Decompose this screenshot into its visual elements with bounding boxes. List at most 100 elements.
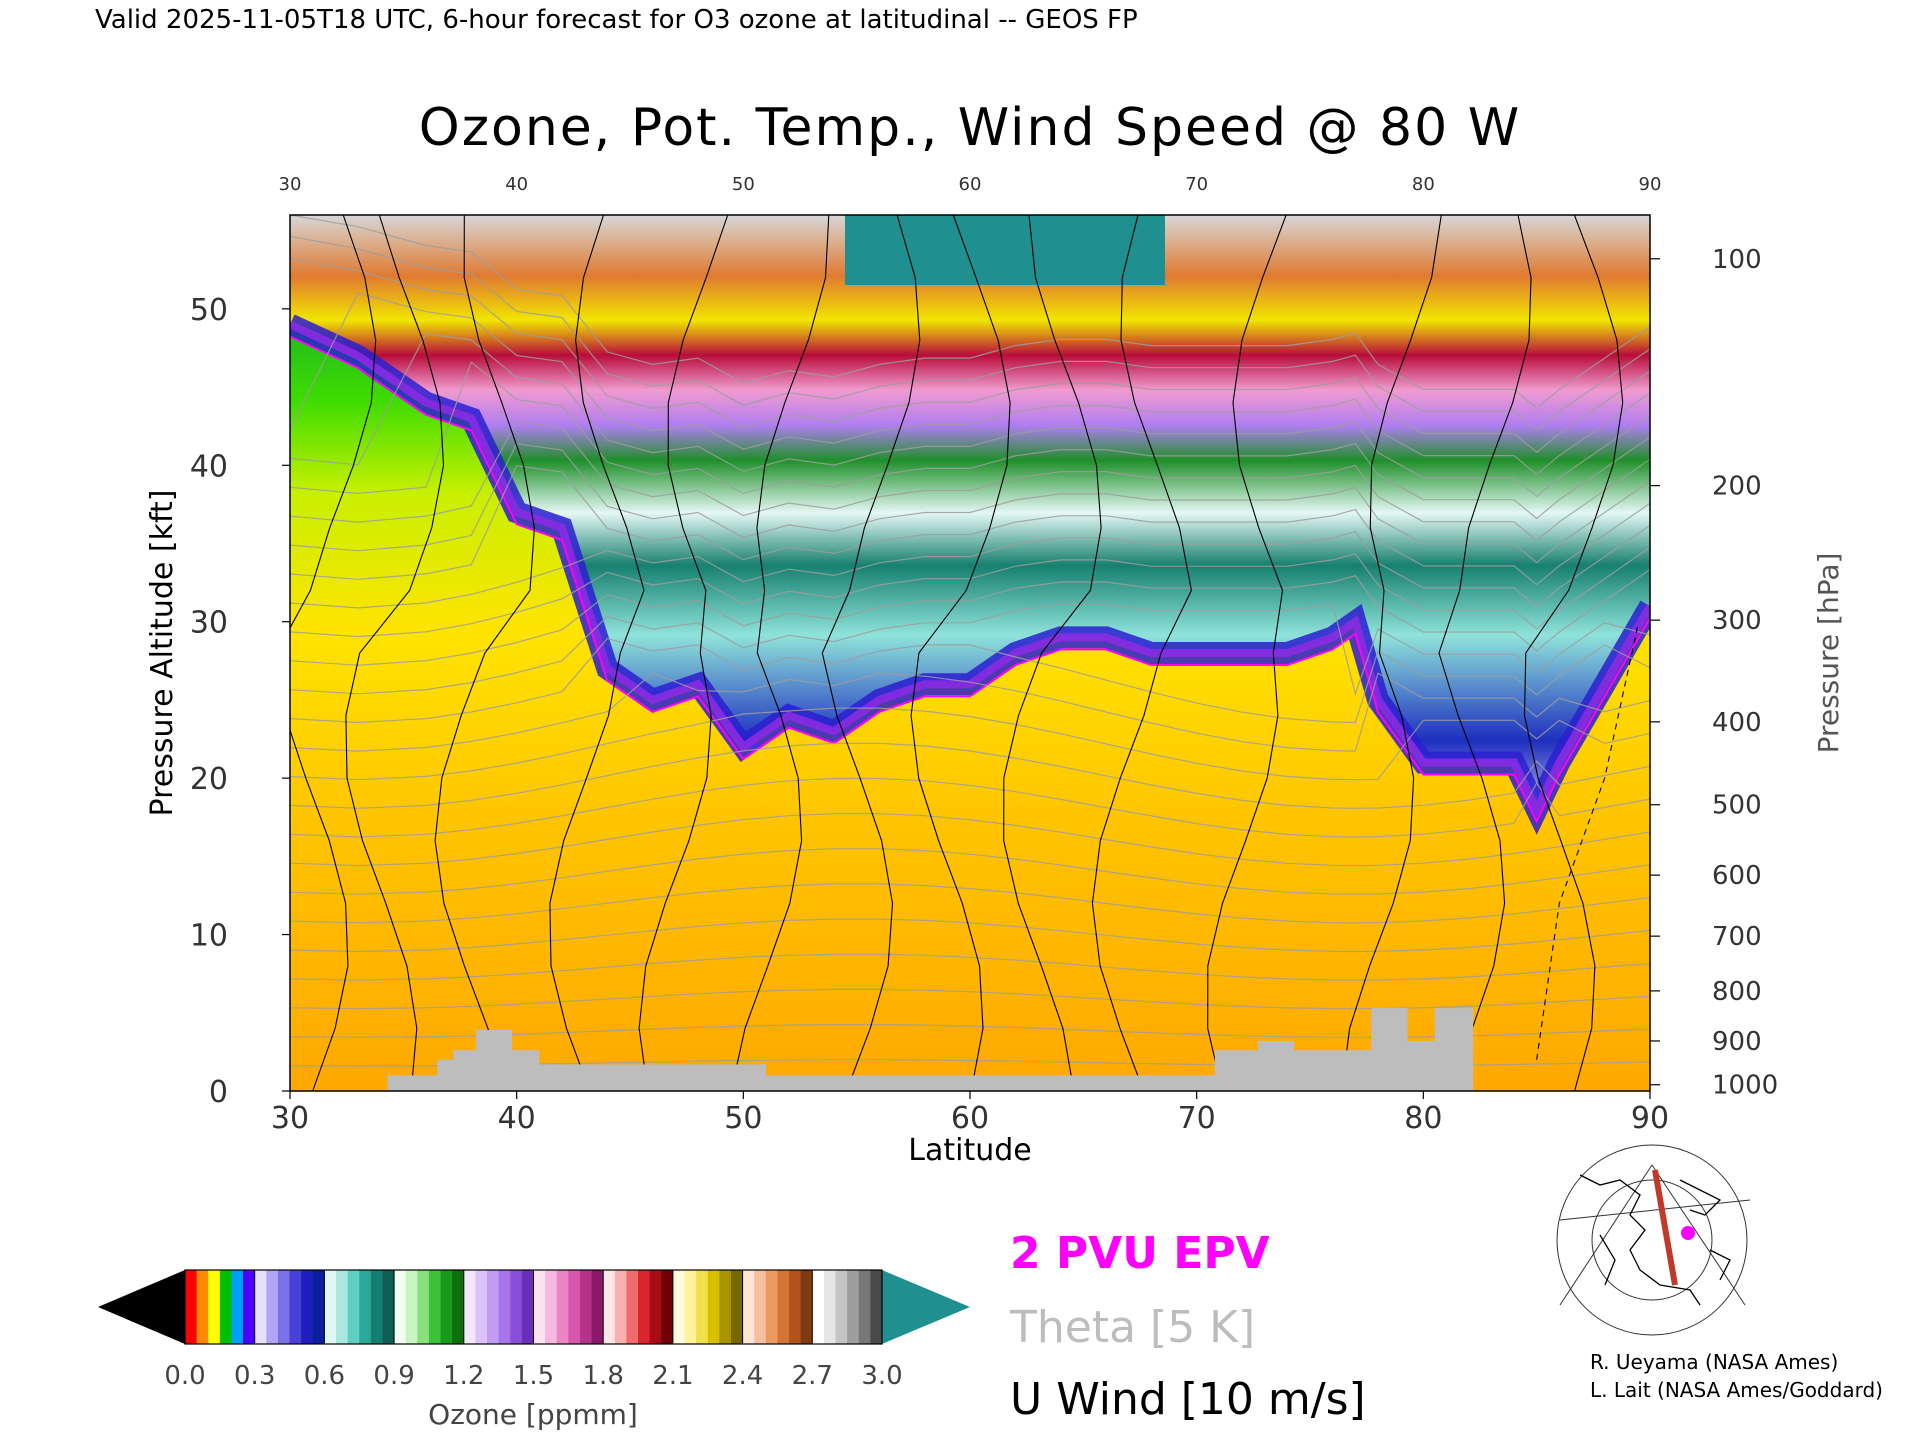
wind-contour-line xyxy=(1438,215,1532,1091)
map-latitude-circle-inner xyxy=(1591,1179,1713,1301)
theta-contour-line xyxy=(290,465,1650,586)
x-top-tick-label: 80 xyxy=(1412,174,1435,195)
x-tick-label: 40 xyxy=(498,1101,536,1136)
colorbar-frame xyxy=(184,1269,883,1345)
colorbar-swatch xyxy=(417,1270,430,1344)
colorbar-swatch xyxy=(336,1270,349,1344)
negative-wind-contour xyxy=(1536,621,1640,1060)
colorbar-tick-label: 2.4 xyxy=(722,1361,763,1391)
colorbar-swatch xyxy=(324,1270,337,1344)
x-tick-label: 70 xyxy=(1178,1101,1216,1136)
wind-contour-line xyxy=(1207,215,1287,1091)
colorbar-swatch xyxy=(487,1270,500,1344)
colorbar-swatch xyxy=(754,1270,767,1344)
colorbar-swatch xyxy=(812,1270,825,1344)
theta-contour-line xyxy=(290,953,1650,981)
wind-contour-line xyxy=(434,215,535,1091)
cross-section-marker xyxy=(1681,1226,1695,1240)
x-axis-label: Latitude xyxy=(908,1133,1031,1168)
legend-wind: U Wind [10 m/s] xyxy=(1010,1374,1366,1425)
colorbar-ticks: 0.0 0.3 0.6 0.9 1.2 1.5 1.8 2.1 2.4 2.7 3.0 xyxy=(164,1361,902,1391)
plot-area xyxy=(290,215,1650,1091)
theta-contour-line xyxy=(290,443,1650,564)
map-coastline xyxy=(1579,1174,1731,1306)
x-top-tick-label: 30 xyxy=(279,174,302,195)
y-axis-left: 0 10 20 30 40 50 xyxy=(190,293,290,1110)
y-axis-right: 100 200 300 400 500 600 700 800 900 1000 xyxy=(1650,245,1778,1101)
surface-terrain xyxy=(290,1008,1650,1091)
colorbar-tick-label: 0.6 xyxy=(304,1361,345,1391)
theta-contour-line xyxy=(290,813,1650,867)
x-top-tick-label: 60 xyxy=(959,174,982,195)
colorbar-swatch xyxy=(301,1270,314,1344)
colorbar-swatch xyxy=(498,1270,511,1344)
colorbar-swatch xyxy=(266,1270,279,1344)
tropopause-band-violet xyxy=(290,320,1650,819)
colorbar-swatch xyxy=(196,1270,209,1344)
colorbar-swatch xyxy=(428,1270,442,1344)
colorbar-swatch xyxy=(510,1270,523,1344)
colorbar-swatch xyxy=(440,1270,453,1344)
x-axis-bottom: 30 40 50 60 70 80 90 xyxy=(271,1091,1669,1136)
pressure-tick-label: 1000 xyxy=(1712,1071,1778,1101)
chart-title: Ozone, Pot. Temp., Wind Speed @ 80 W xyxy=(419,98,1521,158)
colorbar-swatch xyxy=(452,1270,465,1344)
pressure-tick-label: 100 xyxy=(1712,245,1762,275)
colorbar-swatch xyxy=(684,1270,697,1344)
pressure-tick-label: 900 xyxy=(1712,1027,1762,1057)
colorbar-swatch xyxy=(370,1270,383,1344)
theta-contour-line xyxy=(290,672,1650,752)
colorbar-swatch xyxy=(463,1270,476,1344)
x-tick-label: 50 xyxy=(724,1101,762,1136)
y-tick-label: 40 xyxy=(190,449,228,484)
colorbar-swatch xyxy=(277,1270,291,1344)
colorbar-swatch xyxy=(185,1270,198,1344)
wind-contour-line xyxy=(290,215,377,1091)
colorbar-tick-label: 2.1 xyxy=(652,1361,693,1391)
colorbar-swatch xyxy=(777,1270,790,1344)
wind-contours xyxy=(290,215,1640,1091)
colorbar-high-arrow xyxy=(882,1270,970,1344)
colorbar-swatch xyxy=(696,1270,709,1344)
colorbar-swatch xyxy=(208,1270,221,1344)
epv-2pvu-contour xyxy=(290,335,1650,824)
pressure-tick-label: 400 xyxy=(1712,708,1762,738)
y-tick-label: 10 xyxy=(190,919,228,954)
pressure-tick-label: 700 xyxy=(1712,922,1762,952)
colorbar-swatch xyxy=(730,1270,744,1344)
colorbar-tick-label: 1.5 xyxy=(513,1361,554,1391)
wind-contour-line xyxy=(910,215,1011,1091)
colorbar-swatch xyxy=(545,1270,558,1344)
theta-contour-line xyxy=(290,257,1650,454)
legend: 2 PVU EPV Theta [5 K] U Wind [10 m/s] xyxy=(1009,1228,1366,1425)
colorbar-swatch xyxy=(382,1270,395,1344)
pressure-tick-label: 600 xyxy=(1712,861,1762,891)
theta-contour-line xyxy=(290,777,1650,838)
colorbar-swatch xyxy=(603,1270,616,1344)
colorbar: 0.0 0.3 0.6 0.9 1.2 1.5 1.8 2.1 2.4 2.7 3.0 Ozone … xyxy=(98,1269,970,1431)
colorbar-tick-label: 1.2 xyxy=(443,1361,484,1391)
theta-contour-line xyxy=(290,883,1650,924)
wind-contour-line xyxy=(549,215,645,1091)
colorbar-swatch xyxy=(347,1270,360,1344)
pressure-tick-label: 300 xyxy=(1712,606,1762,636)
colorbar-swatch xyxy=(638,1270,651,1344)
pressure-tick-label: 800 xyxy=(1712,977,1762,1007)
theta-contour-line xyxy=(290,569,1650,666)
colorbar-swatch xyxy=(847,1270,860,1344)
x-tick-label: 90 xyxy=(1631,1101,1669,1136)
colorbar-swatch xyxy=(649,1270,662,1344)
cross-section-line xyxy=(1652,1169,1678,1286)
x-tick-label: 60 xyxy=(951,1101,989,1136)
colorbar-tick-label: 1.8 xyxy=(583,1361,624,1391)
x-top-tick-label: 70 xyxy=(1185,174,1208,195)
inset-map xyxy=(1555,1144,1751,1336)
colorbar-swatch xyxy=(359,1270,372,1344)
colorbar-swatch xyxy=(254,1270,267,1344)
wind-contour-line xyxy=(1091,215,1192,1091)
colorbar-tick-label: 0.3 xyxy=(234,1361,275,1391)
y-tick-label: 30 xyxy=(190,606,228,641)
theta-contour-line xyxy=(290,603,1650,696)
y-tick-label: 0 xyxy=(209,1075,228,1110)
colorbar-swatch xyxy=(707,1270,720,1344)
